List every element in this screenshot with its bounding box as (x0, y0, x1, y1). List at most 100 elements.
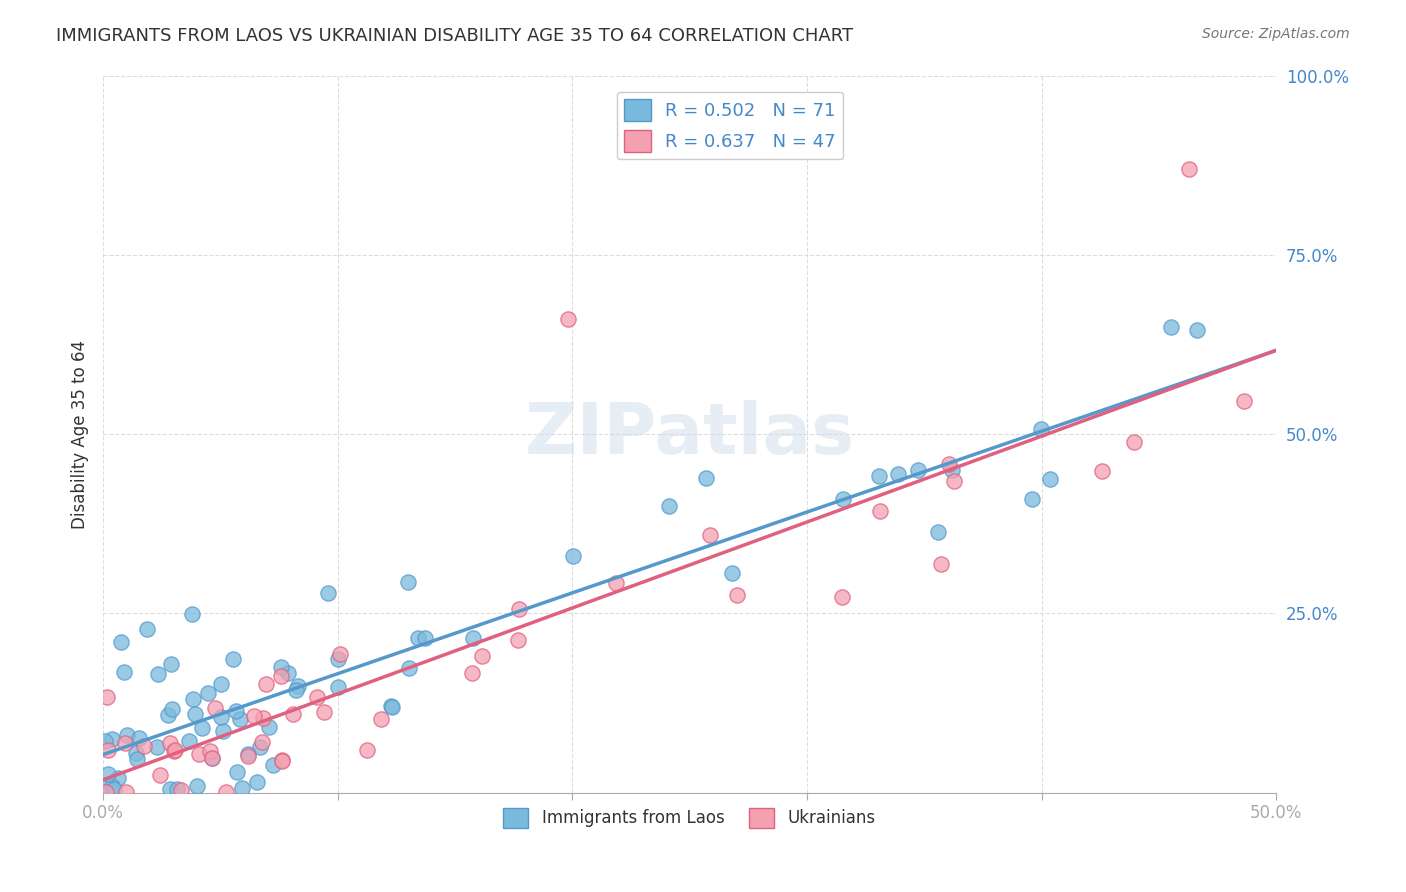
Point (938, 457, 960, 471)
Point (187, 747, 209, 761)
Point (398, 661, 420, 675)
Point (209, 677, 232, 691)
Point (228, 712, 250, 726)
Point (695, 471, 717, 485)
Point (149, 767, 172, 781)
Point (159, 736, 181, 750)
Point (200, 750, 222, 764)
Point (326, 652, 349, 666)
Point (94, 785, 117, 799)
Point (1039, 472, 1062, 486)
Point (125, 752, 148, 766)
Point (508, 602, 530, 616)
Point (246, 774, 269, 789)
Point (271, 753, 294, 767)
Point (1233, 393, 1256, 408)
Point (170, 783, 193, 797)
Point (396, 575, 419, 590)
Point (471, 648, 494, 663)
Point (128, 731, 150, 746)
Point (927, 525, 949, 540)
Point (162, 702, 184, 716)
Point (271, 755, 294, 769)
Point (869, 504, 891, 518)
Point (94, 734, 117, 748)
Point (1122, 435, 1144, 450)
Point (159, 782, 181, 797)
Point (163, 744, 186, 758)
Point (94, 779, 117, 793)
Point (658, 499, 681, 513)
Point (329, 648, 352, 662)
Point (101, 779, 124, 793)
Point (831, 491, 853, 506)
Point (115, 784, 138, 798)
Point (941, 463, 963, 477)
Point (381, 699, 404, 714)
Point (166, 782, 188, 797)
Point (285, 682, 308, 697)
Point (103, 782, 125, 797)
Point (181, 607, 204, 621)
Point (201, 751, 224, 765)
Point (277, 666, 299, 681)
Point (96, 690, 118, 705)
Point (209, 710, 232, 724)
Point (145, 739, 167, 754)
Point (159, 657, 181, 672)
Point (270, 660, 292, 674)
Point (107, 771, 129, 785)
Point (907, 463, 929, 477)
Point (225, 704, 247, 718)
Point (97, 743, 120, 757)
Point (184, 706, 207, 721)
Point (222, 652, 245, 666)
Point (1029, 422, 1052, 436)
Point (250, 735, 273, 749)
Point (1091, 464, 1114, 478)
Point (136, 623, 159, 637)
Point (110, 635, 132, 649)
Point (380, 698, 402, 713)
Point (212, 724, 235, 739)
Point (186, 779, 208, 793)
Point (1160, 319, 1182, 334)
Point (356, 743, 378, 757)
Point (287, 679, 309, 693)
Point (236, 749, 259, 764)
Point (314, 705, 336, 719)
Point (721, 566, 744, 581)
Point (249, 739, 271, 754)
Point (370, 712, 392, 726)
Point (114, 736, 136, 750)
Point (868, 469, 890, 483)
Point (242, 708, 264, 723)
Point (1185, 323, 1208, 337)
Point (328, 680, 350, 694)
Point (305, 690, 328, 704)
Point (146, 667, 169, 681)
Point (252, 711, 274, 725)
Point (831, 590, 853, 604)
Point (942, 474, 965, 488)
Point (316, 586, 339, 600)
Legend: Immigrants from Laos, Ukrainians: Immigrants from Laos, Ukrainians (496, 801, 883, 835)
Point (725, 588, 748, 602)
Point (197, 686, 219, 700)
Point (270, 669, 292, 683)
Point (231, 780, 253, 795)
Point (562, 549, 585, 564)
Point (165, 743, 187, 757)
Point (557, 312, 579, 326)
Point (1021, 492, 1043, 507)
Text: ZIPatlas: ZIPatlas (524, 400, 855, 468)
Point (1178, 161, 1201, 176)
Point (262, 758, 284, 772)
Point (115, 728, 138, 742)
Point (112, 665, 135, 679)
Point (190, 721, 212, 735)
Point (887, 467, 910, 481)
Point (254, 677, 277, 691)
Point (200, 744, 222, 758)
Point (226, 765, 249, 780)
